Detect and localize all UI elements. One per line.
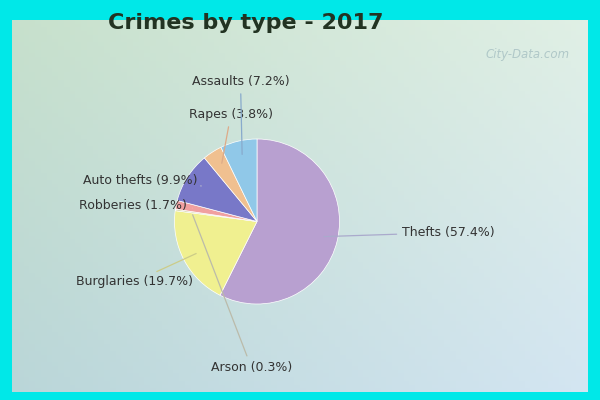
Wedge shape [221, 139, 257, 222]
Text: Arson (0.3%): Arson (0.3%) [193, 215, 292, 374]
Text: City-Data.com: City-Data.com [486, 48, 570, 61]
Wedge shape [175, 209, 257, 222]
Text: Rapes (3.8%): Rapes (3.8%) [189, 108, 273, 163]
Wedge shape [175, 211, 257, 295]
Wedge shape [205, 147, 257, 222]
Text: Assaults (7.2%): Assaults (7.2%) [191, 75, 289, 154]
Text: Burglaries (19.7%): Burglaries (19.7%) [76, 254, 196, 288]
Title: Crimes by type - 2017: Crimes by type - 2017 [108, 13, 384, 33]
Wedge shape [220, 139, 340, 304]
Text: Thefts (57.4%): Thefts (57.4%) [324, 226, 495, 239]
Wedge shape [177, 158, 257, 222]
Text: Auto thefts (9.9%): Auto thefts (9.9%) [83, 174, 202, 187]
Wedge shape [175, 200, 257, 222]
Text: Robberies (1.7%): Robberies (1.7%) [79, 198, 193, 212]
